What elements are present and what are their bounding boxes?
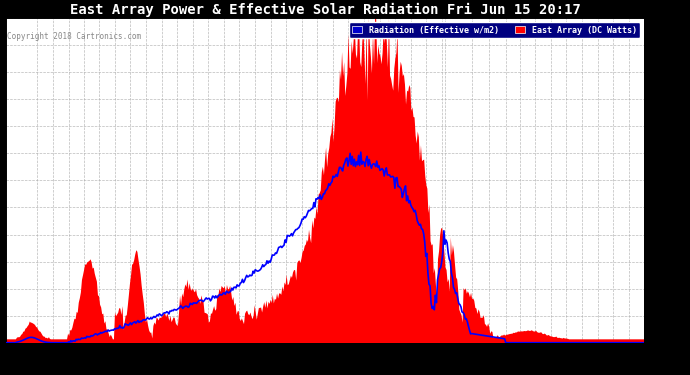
- Text: Copyright 2018 Cartronics.com: Copyright 2018 Cartronics.com: [7, 32, 141, 41]
- Legend: Radiation (Effective w/m2), East Array (DC Watts): Radiation (Effective w/m2), East Array (…: [348, 22, 640, 38]
- Title: East Array Power & Effective Solar Radiation Fri Jun 15 20:17: East Array Power & Effective Solar Radia…: [70, 3, 580, 17]
